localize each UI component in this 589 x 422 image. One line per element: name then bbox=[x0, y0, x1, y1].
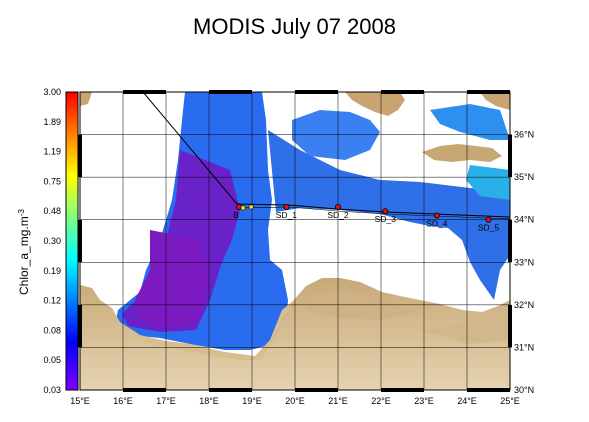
latitude-label: 34°N bbox=[514, 215, 534, 225]
longitude-label: 25°E bbox=[500, 396, 520, 406]
station-label: SD_3 bbox=[375, 214, 397, 224]
latitude-label: 33°N bbox=[514, 257, 534, 267]
colorbar-tick-label: 0.05 bbox=[43, 355, 61, 365]
longitude-label: 18°E bbox=[199, 396, 219, 406]
map-title: MODIS July 07 2008 bbox=[193, 14, 396, 39]
map-border-bars bbox=[78, 90, 512, 392]
colorbar-label: Chlor_a_mg.m-3 bbox=[17, 209, 31, 295]
station-label: SD_1 bbox=[276, 210, 298, 220]
colorbar-tick-label: 0.75 bbox=[43, 176, 61, 186]
colorbar-tick-label: 0.30 bbox=[43, 236, 61, 246]
land-greece-east bbox=[480, 92, 510, 110]
longitude-label: 21°E bbox=[328, 396, 348, 406]
station-label: SD_5 bbox=[478, 223, 500, 233]
land-crete bbox=[422, 144, 502, 162]
station-marker bbox=[433, 212, 440, 219]
longitude-label: 23°E bbox=[414, 396, 434, 406]
longitude-label: 16°E bbox=[113, 396, 133, 406]
longitude-labels: 15°E 16°E 17°E 18°E 19°E 20°E 21°E 22°E 23°E 24°E… bbox=[70, 396, 520, 406]
longitude-label: 19°E bbox=[242, 396, 262, 406]
colorbar-tick-label: 0.03 bbox=[43, 385, 61, 395]
latitude-label: 35°N bbox=[514, 172, 534, 182]
station-label: B bbox=[233, 210, 239, 220]
colorbar-tick-label: 3.00 bbox=[43, 87, 61, 97]
longitude-label: 17°E bbox=[156, 396, 176, 406]
station-label: SD_4 bbox=[426, 218, 448, 228]
land-greece bbox=[345, 92, 405, 116]
colorbar-tick-label: 0.12 bbox=[43, 296, 61, 306]
land-italy bbox=[80, 92, 92, 106]
colorbar-tick-label: 1.89 bbox=[43, 117, 61, 127]
colorbar-ticks: 3.00 1.89 1.19 0.75 0.48 0.30 0.19 0.12 0.08 0.05… bbox=[43, 87, 61, 395]
latitude-label: 32°N bbox=[514, 300, 534, 310]
water-blue-east bbox=[268, 130, 510, 300]
station-label: SD_2 bbox=[327, 210, 349, 220]
longitude-label: 15°E bbox=[70, 396, 90, 406]
latitude-labels: 36°N 35°N 34°N 33°N 32°N 31°N 30°N bbox=[514, 130, 534, 395]
stations: B SD_1 SD_2 SD_3 SD_4 SD_5 bbox=[233, 203, 500, 233]
colorbar-tick-label: 1.19 bbox=[43, 147, 61, 157]
latitude-label: 30°N bbox=[514, 385, 534, 395]
graticule bbox=[80, 92, 510, 390]
longitude-label: 20°E bbox=[285, 396, 305, 406]
colorbar-tick-label: 0.19 bbox=[43, 266, 61, 276]
longitude-label: 24°E bbox=[457, 396, 477, 406]
station-marker bbox=[485, 216, 492, 223]
station-marker bbox=[283, 203, 290, 210]
station-marker bbox=[382, 208, 389, 215]
longitude-label: 22°E bbox=[371, 396, 391, 406]
latitude-label: 36°N bbox=[514, 130, 534, 140]
ship-track-north bbox=[142, 92, 238, 205]
colorbar bbox=[65, 91, 79, 391]
colorbar-tick-label: 0.08 bbox=[43, 325, 61, 335]
station-marker bbox=[334, 203, 341, 210]
colorbar-tick-label: 0.48 bbox=[43, 206, 61, 216]
latitude-label: 31°N bbox=[514, 342, 534, 352]
